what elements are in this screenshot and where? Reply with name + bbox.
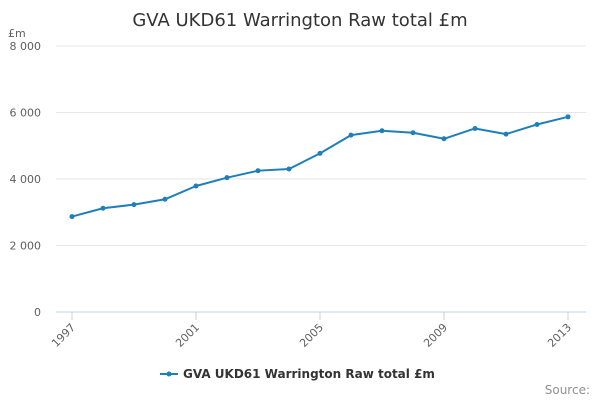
legend-swatch-marker [166,371,172,377]
data-point[interactable] [317,150,323,156]
data-point[interactable] [503,131,509,137]
legend-label[interactable]: GVA UKD61 Warrington Raw total £m [183,367,435,381]
x-tick-label: 2001 [173,321,202,350]
y-tick-label: 2 000 [10,240,42,253]
series-layer [69,114,571,220]
data-point[interactable] [100,205,106,211]
data-point[interactable] [69,214,75,220]
x-tick-label: 2005 [297,321,326,350]
y-tick-label: 6 000 [10,107,42,120]
data-point[interactable] [565,114,571,120]
data-point[interactable] [286,166,292,172]
data-point[interactable] [162,196,168,202]
y-tick-label: 8 000 [10,40,42,53]
legend[interactable]: GVA UKD61 Warrington Raw total £m [160,367,435,381]
data-point[interactable] [348,132,354,138]
data-point[interactable] [255,168,261,174]
y-tick-label: 4 000 [10,173,42,186]
gridlines [56,45,586,313]
data-point[interactable] [410,130,416,136]
y-axis-ticks: 0 2 000 4 000 6 000 8 000 [10,40,42,319]
data-point[interactable] [224,175,230,181]
data-point[interactable] [534,121,540,127]
source-label: Source: [545,383,590,397]
y-tick-label: 0 [34,306,41,319]
data-point[interactable] [472,125,478,131]
data-point[interactable] [379,128,385,134]
data-point[interactable] [441,136,447,142]
y-axis-unit-label: £m [8,27,26,40]
data-point[interactable] [131,202,137,208]
series-line[interactable] [71,115,569,218]
data-point[interactable] [193,183,199,189]
x-tick-label: 1997 [49,321,78,350]
x-tick-label: 2009 [421,321,450,350]
x-tick-label: 2013 [545,321,574,350]
chart-title: GVA UKD61 Warrington Raw total £m [132,10,467,31]
x-axis-ticks: 1997 2001 2005 2009 2013 [49,311,586,350]
